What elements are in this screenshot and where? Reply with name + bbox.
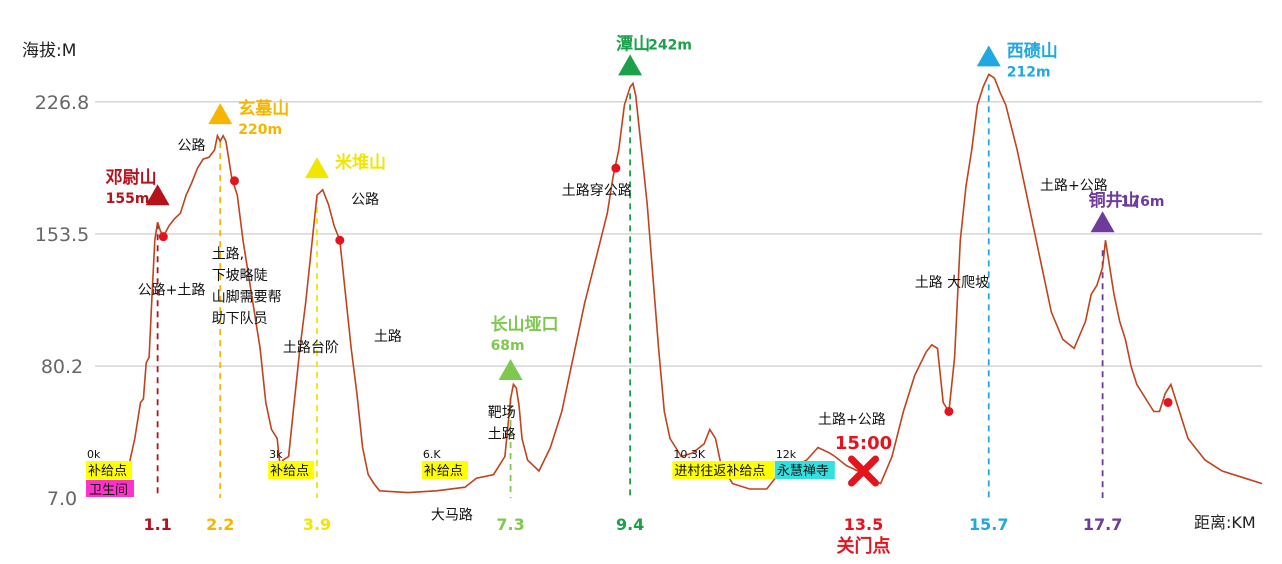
peak-name: 长山垭口 — [491, 314, 559, 335]
peak-triangle-icon — [618, 54, 643, 76]
peak-name: 米堆山 — [335, 152, 386, 173]
y-tick-label: 80.2 — [41, 356, 83, 378]
route-annotation: 靶场 — [488, 405, 516, 421]
peak-elevation: 155m — [106, 191, 150, 207]
route-annotation: 土路台阶 — [283, 340, 339, 356]
closing-x-icon — [848, 455, 880, 487]
supply-label: 补给点 — [424, 464, 463, 479]
waypoint-dot — [1163, 397, 1173, 407]
route-annotation: 土路穿公路 — [562, 183, 632, 199]
route-annotation: 土路 — [488, 427, 516, 443]
supply-km-label: 10.3K — [673, 448, 705, 461]
peak-elevation: 242m — [648, 37, 692, 53]
peak-triangle-icon — [976, 45, 1001, 67]
peak-triangle-icon — [305, 157, 330, 179]
y-tick-label: 7.0 — [47, 488, 77, 510]
peak-elevation: 220m — [238, 122, 282, 138]
route-annotation: 大马路 — [431, 508, 473, 524]
peak-triangle-icon — [208, 103, 233, 125]
supply-label: 补给点 — [88, 464, 127, 479]
peak-name: 铜井山 — [1089, 190, 1140, 211]
toilet-label-bg — [86, 480, 134, 497]
peak-elevation: 68m — [491, 338, 525, 354]
supply-km-label: 0k — [87, 448, 101, 461]
closing-point-label: 关门点 — [837, 535, 891, 557]
y-axis-label: 海拔:M — [22, 41, 76, 61]
distance-marker-label: 15.7 — [969, 515, 1008, 534]
supply-km-label: 3k — [269, 448, 283, 461]
supply-label: 进村往返补给点 — [674, 464, 765, 479]
supply-label-bg — [774, 461, 835, 479]
waypoint-dot — [944, 406, 954, 416]
route-annotation: 土路, — [212, 246, 244, 262]
distance-marker-label: 9.4 — [616, 515, 644, 534]
peak-dashed-lines — [156, 84, 1104, 498]
closing-point: 15:00 关门点 — [835, 433, 892, 557]
distance-marker-label: 13.5 — [844, 515, 883, 534]
route-annotation: 公路 — [351, 192, 379, 208]
supply-km-label: 6.K — [423, 448, 441, 461]
supply-label-bg — [672, 461, 775, 479]
route-annotation: 土路 大爬坡 — [915, 275, 989, 291]
route-annotation: 山脚需要帮 — [212, 290, 282, 306]
supply-label: 补给点 — [270, 464, 309, 479]
y-tick-label: 226.8 — [35, 92, 89, 114]
route-annotation: 土路 — [374, 329, 402, 345]
distance-marker-label: 7.3 — [496, 515, 524, 534]
y-tick-label: 153.5 — [35, 224, 89, 246]
route-annotation: 公路 — [178, 138, 206, 154]
peak-name: 玄墓山 — [238, 98, 289, 119]
distance-marker-label: 1.1 — [143, 515, 171, 534]
red-dots — [121, 163, 1173, 471]
y-axis-ticks: 7.0 80.2 153.5 226.8 — [35, 92, 89, 510]
supply-label: 永慧禅寺 — [777, 463, 829, 479]
elevation-line — [94, 73, 1263, 494]
peak-triangle-icon — [145, 184, 170, 206]
peak-elevation: 176m — [1121, 194, 1165, 210]
route-annotation: 下坡略陡 — [212, 268, 268, 284]
peak-elevation: 212m — [1007, 64, 1051, 80]
route-annotation: 助下队员 — [212, 311, 268, 327]
route-annotation: 公路+土路 — [138, 282, 206, 298]
route-annotation: 土路+公路 — [1040, 178, 1108, 194]
route-annotations: 公路公路+土路公路土路,下坡略陡山脚需要帮助下队员土路台阶土路靶场土路土路穿公路… — [138, 138, 1108, 524]
supply-label-bg — [268, 461, 315, 479]
peak-triangle-icon — [1090, 211, 1115, 233]
gridlines — [95, 101, 1262, 367]
x-axis-label: 距离:KM — [1194, 513, 1256, 532]
peak-name: 西碛山 — [1007, 41, 1058, 61]
distance-marker-label: 2.2 — [206, 515, 234, 534]
supply-label-bg — [86, 461, 132, 479]
distance-marker-label: 17.7 — [1083, 515, 1122, 534]
supply-km-label: 12k — [776, 448, 797, 461]
peak-triangle-icon — [498, 359, 523, 381]
waypoint-dot — [611, 163, 621, 173]
route-annotation: 土路+公路 — [818, 412, 886, 428]
peak-name: 邓尉山 — [106, 168, 157, 188]
toilet-label: 卫生间 — [89, 483, 128, 498]
supply-label-bg — [421, 461, 468, 479]
distance-markers: 1.1 2.2 3.9 7.3 9.4 13.5 15.7 17.7 — [143, 515, 1122, 534]
waypoint-dot — [158, 232, 168, 242]
distance-marker-label: 3.9 — [303, 515, 331, 534]
waypoint-dot — [335, 235, 345, 245]
closing-time: 15:00 — [835, 433, 892, 454]
peak-name: 潭山 — [616, 34, 650, 54]
waypoint-dot — [229, 176, 239, 186]
